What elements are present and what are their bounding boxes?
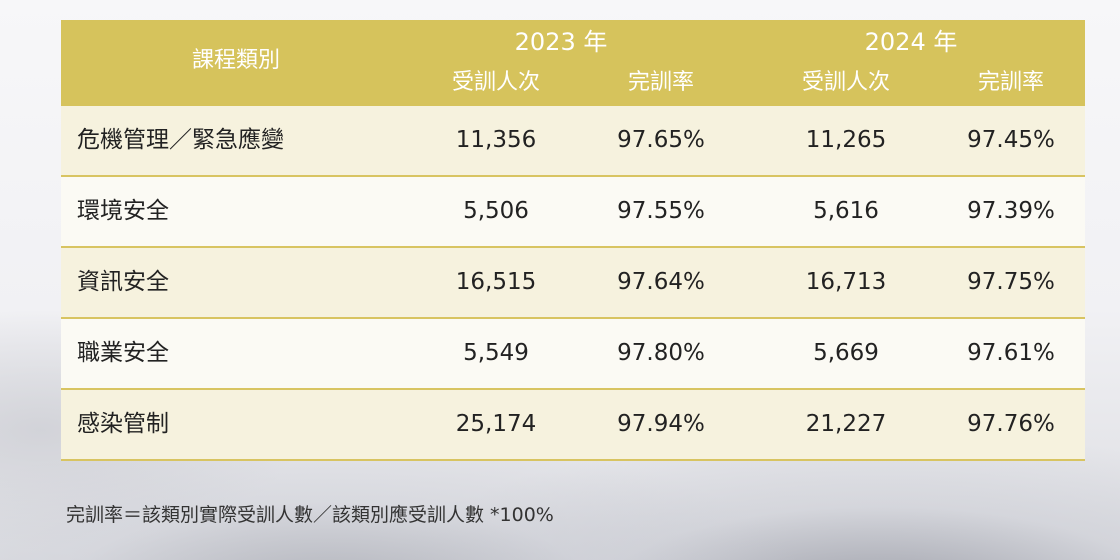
cell-rate-2024: 97.76% (967, 411, 1055, 437)
cell-trainees-2023: 25,174 (455, 411, 537, 437)
table-row: 職業安全 5,549 97.80% 5,669 97.61% (61, 319, 1085, 390)
table-row: 資訊安全 16,515 97.64% 16,713 97.75% (61, 248, 1085, 319)
footnote: 完訓率＝該類別實際受訓人數／該類別應受訓人數 *100% (66, 504, 554, 526)
cell-rate-2024: 97.75% (967, 269, 1055, 295)
row-category: 資訊安全 (77, 269, 169, 295)
cell-rate-2023: 97.64% (617, 269, 705, 295)
cell-trainees-2023: 16,515 (455, 269, 537, 295)
header-trainees-2023: 受訓人次 (451, 70, 540, 95)
cell-rate-2024: 97.61% (967, 340, 1055, 366)
table-row: 環境安全 5,506 97.55% 5,616 97.39% (61, 177, 1085, 248)
row-category: 環境安全 (77, 198, 169, 224)
cell-trainees-2024: 21,227 (805, 411, 887, 437)
header-year-2024: 2024 年 (864, 28, 958, 56)
cell-trainees-2023: 11,356 (455, 127, 537, 153)
header-completion-rate-2023: 完訓率 (627, 70, 694, 95)
row-category: 感染管制 (77, 411, 169, 437)
row-category: 危機管理／緊急應變 (77, 127, 284, 153)
cell-trainees-2024: 11,265 (805, 127, 887, 153)
cell-rate-2024: 97.45% (967, 127, 1055, 153)
header-year-2023: 2023 年 (514, 28, 608, 56)
cell-rate-2023: 97.55% (617, 198, 705, 224)
cell-trainees-2024: 5,616 (813, 198, 879, 224)
cell-rate-2024: 97.39% (967, 198, 1055, 224)
cell-trainees-2024: 16,713 (805, 269, 887, 295)
cell-trainees-2024: 5,669 (813, 340, 879, 366)
cell-rate-2023: 97.65% (617, 127, 705, 153)
row-category: 職業安全 (77, 340, 169, 366)
training-table: 課程類別 2023 年 2024 年 受訓人次 完訓率 受訓人次 完訓率 危機管… (61, 20, 1085, 461)
table-row: 感染管制 25,174 97.94% 21,227 97.76% (61, 390, 1085, 461)
header-completion-rate-2024: 完訓率 (977, 70, 1044, 95)
header-trainees-2024: 受訓人次 (801, 70, 890, 95)
cell-rate-2023: 97.80% (617, 340, 705, 366)
table-header: 課程類別 2023 年 2024 年 受訓人次 完訓率 受訓人次 完訓率 (61, 20, 1085, 106)
cell-trainees-2023: 5,549 (463, 340, 529, 366)
cell-trainees-2023: 5,506 (463, 198, 529, 224)
cell-rate-2023: 97.94% (617, 411, 705, 437)
table-row: 危機管理／緊急應變 11,356 97.65% 11,265 97.45% (61, 106, 1085, 177)
header-category: 課程類別 (191, 48, 280, 73)
